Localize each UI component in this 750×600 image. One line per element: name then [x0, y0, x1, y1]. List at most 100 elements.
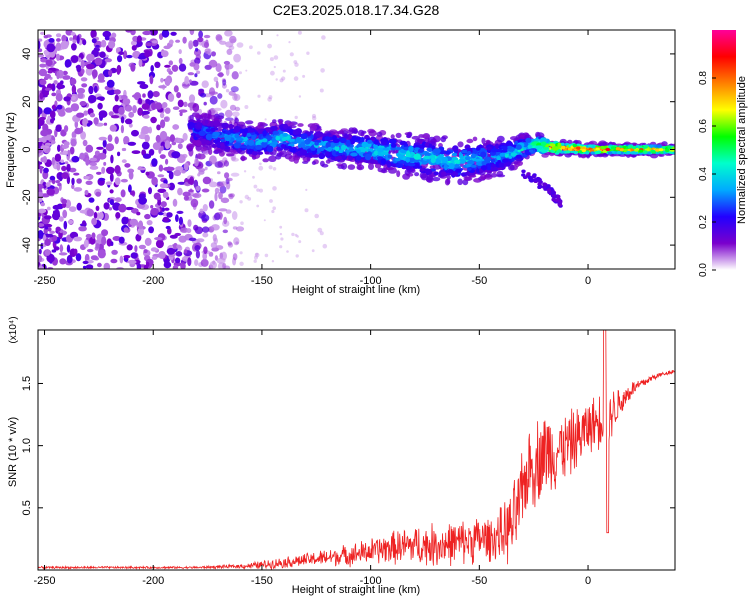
band-core [272, 141, 279, 145]
noise-blob [172, 264, 179, 269]
band-core [380, 138, 388, 143]
noise-blob [107, 134, 113, 142]
noise-blob [57, 183, 62, 187]
noise-blob [142, 30, 152, 36]
noise-blob [178, 57, 183, 65]
band-halo [490, 173, 498, 178]
noise-blob [187, 72, 195, 76]
band-core [318, 152, 326, 160]
noise-blob [89, 157, 98, 162]
noise-blob [197, 108, 203, 115]
noise-blob [177, 137, 182, 143]
noise-blob [44, 238, 51, 246]
noise-blob [44, 91, 49, 96]
noise-dot [298, 95, 302, 98]
noise-blob [38, 40, 41, 50]
noise-blob [161, 30, 170, 38]
noise-blob [173, 169, 182, 177]
band-halo [444, 178, 450, 186]
noise-blob [85, 157, 90, 166]
figure-title: C2E3.2025.018.17.34.G28 [273, 2, 440, 18]
noise-blob [38, 212, 41, 217]
band-core [451, 152, 458, 157]
band-core [355, 136, 362, 141]
band-core [301, 133, 308, 140]
band-tail [521, 169, 526, 174]
band-halo [320, 160, 325, 167]
noise-blob [176, 244, 182, 249]
noise-dot [264, 118, 267, 121]
band-core [341, 144, 347, 151]
noise-blob [69, 37, 73, 41]
band-core [634, 148, 639, 152]
noise-blob [201, 80, 209, 88]
noise-blob [47, 69, 53, 74]
noise-blob [224, 30, 233, 37]
band-halo [257, 122, 264, 127]
noise-blob [76, 64, 82, 73]
noise-dot [247, 197, 252, 201]
band-core [626, 150, 631, 155]
band-core [649, 144, 654, 148]
spectrogram-x-tick-label: -150 [251, 275, 273, 287]
noise-blob [152, 142, 161, 151]
band-core [262, 130, 267, 137]
noise-blob [227, 241, 232, 246]
noise-blob [199, 92, 207, 98]
band-core [615, 147, 621, 151]
noise-blob [159, 130, 168, 140]
noise-blob [172, 124, 180, 130]
noise-blob [115, 212, 121, 219]
colorbar-gradient [712, 30, 736, 270]
noise-blob [202, 226, 210, 233]
noise-blob [99, 51, 106, 58]
band-core [623, 148, 628, 152]
noise-blob [70, 32, 76, 36]
band-core [596, 150, 602, 154]
noise-blob [55, 93, 63, 102]
noise-blob [124, 118, 133, 125]
noise-blob [182, 83, 191, 87]
band-core [667, 146, 672, 150]
noise-blob [188, 79, 192, 83]
noise-blob [95, 44, 100, 48]
noise-blob [56, 71, 60, 80]
noise-dot [255, 252, 259, 256]
noise-blob [98, 136, 108, 141]
noise-blob [142, 114, 150, 119]
band-halo [419, 172, 427, 179]
noise-blob [202, 204, 208, 212]
band-core [448, 163, 455, 170]
noise-blob [198, 168, 206, 172]
band-core [368, 159, 377, 163]
noise-blob [226, 177, 233, 182]
noise-blob [183, 249, 188, 254]
noise-dot [294, 233, 298, 237]
noise-blob [114, 165, 121, 174]
noise-blob [224, 109, 233, 118]
band-core [247, 139, 255, 146]
noise-blob [214, 161, 223, 168]
spectrogram-content [38, 30, 675, 269]
band-halo [289, 125, 297, 129]
band-core [381, 151, 389, 156]
noise-blob [215, 80, 219, 89]
noise-blob [63, 150, 68, 156]
band-core [233, 128, 240, 133]
noise-blob [71, 184, 75, 190]
band-core [200, 138, 207, 145]
noise-blob [150, 205, 154, 209]
snr-x-label: Height of straight line (km) [292, 584, 420, 596]
noise-blob [128, 111, 135, 118]
band-core [355, 155, 362, 161]
band-halo [446, 175, 451, 180]
band-core [243, 128, 248, 134]
band-halo [496, 135, 505, 143]
colorbar: 0.0 0.2 0.4 0.6 0.8 Normalized spectral ampl… [698, 30, 748, 277]
noise-blob [158, 251, 166, 259]
band-core [196, 121, 202, 128]
snr-x-tick-label: 0 [585, 575, 591, 587]
snr-plot-area [38, 330, 675, 570]
band-core [535, 145, 543, 149]
band-halo [310, 124, 318, 131]
